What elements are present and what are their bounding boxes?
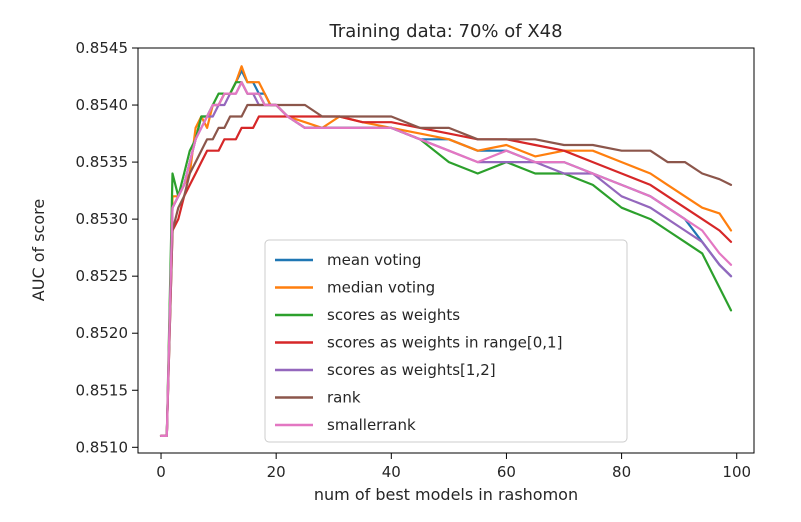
y-tick-label: 0.8520 <box>76 324 129 342</box>
y-tick-label: 0.8530 <box>76 210 129 228</box>
legend-label: scores as weights in range[0,1] <box>327 334 562 352</box>
legend-label: scores as weights <box>327 306 460 324</box>
series-line-3 <box>159 115 733 437</box>
x-axis: 0 20 40 60 80 100 <box>156 453 751 481</box>
legend-entries: mean voting median voting scores as weight… <box>275 251 562 434</box>
legend-label: scores as weights[1,2] <box>327 361 496 379</box>
legend-box <box>264 239 628 443</box>
x-tick-label: 100 <box>722 463 751 481</box>
legend-label: median voting <box>327 279 435 297</box>
legend-label: mean voting <box>327 251 421 269</box>
series-line-6 <box>159 81 733 437</box>
plot-frame <box>137 47 755 454</box>
y-axis: 0.8510 0.8515 0.8520 0.8525 0.8530 0.8535 0.85… <box>76 39 138 456</box>
y-tick-label: 0.8535 <box>76 153 129 171</box>
series-group <box>159 65 733 437</box>
legend: mean voting median voting scores as weight… <box>264 239 628 443</box>
x-axis-label: num of best models in rashomon <box>314 485 578 504</box>
x-tick-label: 40 <box>382 463 401 481</box>
y-axis-label: AUC of score <box>29 199 48 301</box>
legend-label: smallerrank <box>327 416 416 434</box>
x-tick-label: 0 <box>156 463 166 481</box>
y-tick-label: 0.8525 <box>76 267 129 285</box>
x-tick-label: 20 <box>267 463 286 481</box>
chart-title: Training data: 70% of X48 <box>328 21 562 42</box>
y-tick-label: 0.8545 <box>76 39 129 57</box>
y-tick-label: 0.8510 <box>76 438 129 456</box>
y-tick-label: 0.8515 <box>76 381 129 399</box>
y-tick-label: 0.8540 <box>76 96 129 114</box>
x-tick-label: 80 <box>612 463 631 481</box>
legend-label: rank <box>327 389 361 407</box>
x-tick-label: 60 <box>497 463 516 481</box>
